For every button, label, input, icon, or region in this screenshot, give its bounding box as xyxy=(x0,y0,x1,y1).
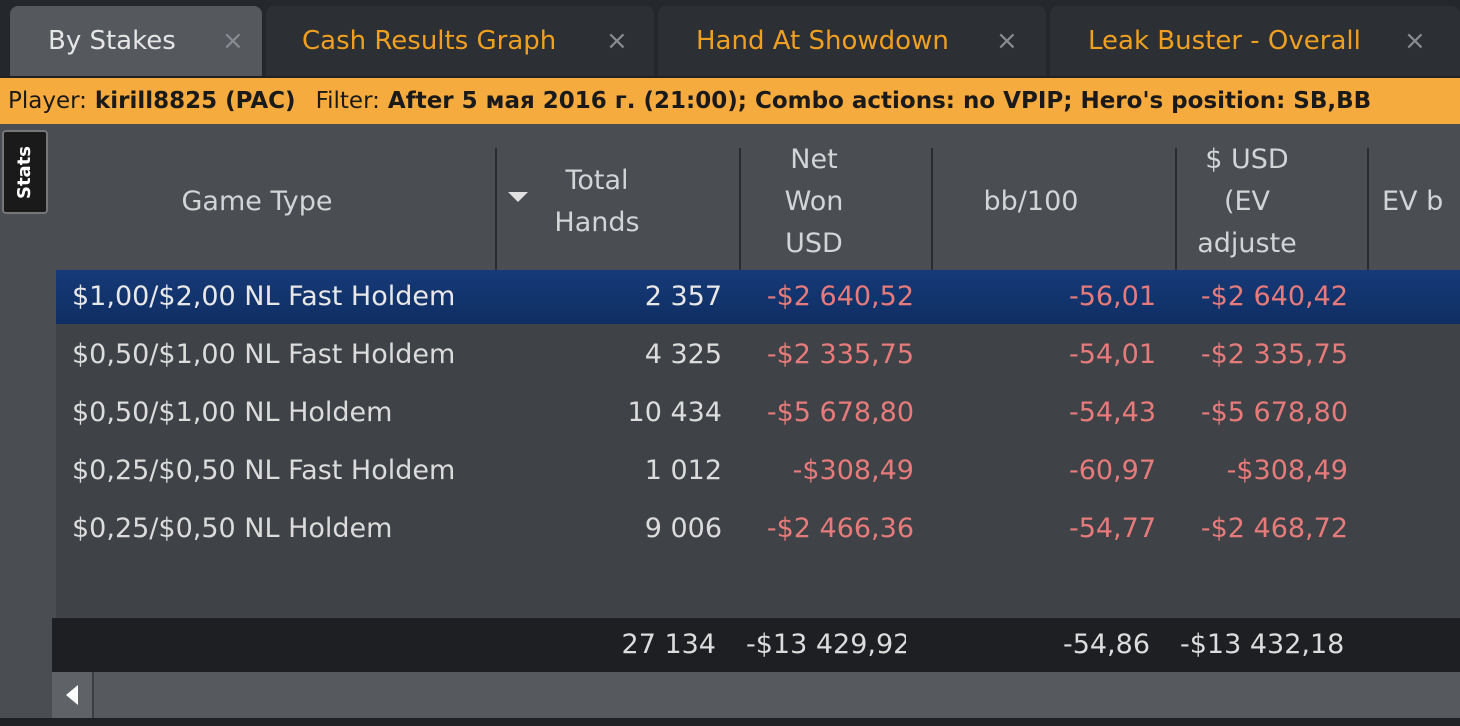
tab-label: By Stakes xyxy=(48,26,176,56)
column-header-game-type[interactable]: Game Type xyxy=(52,134,462,270)
cell-total-hands: 10 434 xyxy=(627,397,722,428)
table-row[interactable]: $1,00/$2,00 NL Fast Holdem 2 357 -$2 640… xyxy=(56,270,1460,324)
column-header-bb100[interactable]: bb/100 xyxy=(934,134,1128,270)
total-ev-adjusted: -$13 432,18 xyxy=(1180,629,1344,660)
cell-bb100: -54,77 xyxy=(1068,513,1156,544)
cell-game-type: $0,50/$1,00 NL Holdem xyxy=(72,397,393,428)
column-header-ev-bb[interactable]: EV b xyxy=(1382,134,1460,270)
column-header-net-won[interactable]: Net Won USD xyxy=(742,134,886,270)
table-row[interactable]: $0,25/$0,50 NL Fast Holdem 1 012 -$308,4… xyxy=(56,444,1460,498)
cell-bb100: -54,43 xyxy=(1068,397,1156,428)
column-header-total-hands[interactable]: Total Hands xyxy=(522,134,672,270)
tab-label: Hand At Showdown xyxy=(696,26,949,56)
totals-row: 27 134 -$13 429,92 -54,86 -$13 432,18 xyxy=(52,618,1460,672)
cell-total-hands: 4 325 xyxy=(644,339,722,370)
tab-hand-at-showdown[interactable]: Hand At Showdown × xyxy=(658,6,1046,76)
column-divider[interactable] xyxy=(739,148,741,270)
column-divider[interactable] xyxy=(1367,148,1369,270)
side-tab-label: Stats xyxy=(14,145,36,199)
tab-leak-buster-overall[interactable]: Leak Buster - Overall × xyxy=(1050,6,1460,76)
cell-game-type: $0,50/$1,00 NL Fast Holdem xyxy=(72,339,456,370)
close-icon[interactable]: × xyxy=(606,26,628,56)
table-row[interactable]: $0,25/$0,50 NL Holdem 9 006 -$2 466,36 -… xyxy=(56,502,1460,556)
cell-net-won: -$308,49 xyxy=(792,455,914,486)
column-divider[interactable] xyxy=(1175,148,1177,270)
cell-bb100: -56,01 xyxy=(1068,281,1156,312)
cell-total-hands: 9 006 xyxy=(644,513,722,544)
cell-net-won: -$2 466,36 xyxy=(766,513,914,544)
stats-panel: Stats Game Type Total Hands Net Won USD … xyxy=(0,124,1460,726)
column-header-label: bb/100 xyxy=(983,186,1079,217)
cell-net-won: -$5 678,80 xyxy=(766,397,914,428)
cell-game-type: $1,00/$2,00 NL Fast Holdem xyxy=(72,281,456,312)
player-value: kirill8825 (PAC) xyxy=(94,88,296,114)
scroll-left-button[interactable] xyxy=(52,672,94,718)
total-hands: 27 134 xyxy=(621,629,716,660)
cell-ev-adjusted: -$5 678,80 xyxy=(1200,397,1348,428)
tab-label: Leak Buster - Overall xyxy=(1088,26,1361,56)
column-divider[interactable] xyxy=(931,148,933,270)
dropdown-arrow-icon[interactable] xyxy=(508,192,528,202)
column-header-label: Total Hands xyxy=(554,165,640,238)
cell-bb100: -60,97 xyxy=(1068,455,1156,486)
cell-net-won: -$2 335,75 xyxy=(766,339,914,370)
cell-ev-adjusted: -$2 335,75 xyxy=(1200,339,1348,370)
cell-bb100: -54,01 xyxy=(1068,339,1156,370)
arrow-left-icon xyxy=(66,685,78,705)
filter-bar[interactable]: Player: kirill8825 (PAC) Filter: After 5… xyxy=(0,78,1460,124)
column-header-label: Game Type xyxy=(181,186,333,217)
side-tab-stats[interactable]: Stats xyxy=(2,130,48,214)
tab-bar: By Stakes × Cash Results Graph × Hand At… xyxy=(0,0,1460,76)
cell-ev-adjusted: -$2 468,72 xyxy=(1200,513,1348,544)
total-bb100: -54,86 xyxy=(1062,629,1150,660)
horizontal-scrollbar[interactable] xyxy=(52,672,1460,718)
table-row[interactable]: $0,50/$1,00 NL Holdem 10 434 -$5 678,80 … xyxy=(56,386,1460,440)
cell-ev-adjusted: -$2 640,42 xyxy=(1200,281,1348,312)
table-header: Game Type Total Hands Net Won USD bb/100… xyxy=(52,134,1460,270)
close-icon[interactable]: × xyxy=(1404,26,1426,56)
cell-net-won: -$2 640,52 xyxy=(766,281,914,312)
cell-game-type: $0,25/$0,50 NL Fast Holdem xyxy=(72,455,456,486)
tab-cash-results-graph[interactable]: Cash Results Graph × xyxy=(266,6,654,76)
table-row[interactable]: $0,50/$1,00 NL Fast Holdem 4 325 -$2 335… xyxy=(56,328,1460,382)
close-icon[interactable]: × xyxy=(222,26,244,56)
column-header-label: EV b xyxy=(1382,186,1444,217)
column-header-ev-adjusted[interactable]: $ USD (EV adjuste xyxy=(1178,134,1316,270)
bottom-border xyxy=(0,718,1460,726)
stakes-table: $1,00/$2,00 NL Fast Holdem 2 357 -$2 640… xyxy=(56,270,1460,618)
filter-value: After 5 мая 2016 г. (21:00); Combo actio… xyxy=(387,88,1372,114)
tab-label: Cash Results Graph xyxy=(302,26,557,56)
column-divider[interactable] xyxy=(495,148,497,270)
tab-by-stakes[interactable]: By Stakes × xyxy=(10,6,262,76)
close-icon[interactable]: × xyxy=(996,26,1018,56)
column-header-label: Net Won USD xyxy=(784,144,844,259)
cell-total-hands: 1 012 xyxy=(644,455,722,486)
filter-label: Filter: xyxy=(315,88,380,114)
total-net-won: -$13 429,92 xyxy=(746,629,906,660)
cell-total-hands: 2 357 xyxy=(644,281,722,312)
cell-game-type: $0,25/$0,50 NL Holdem xyxy=(72,513,393,544)
player-label: Player: xyxy=(8,88,87,114)
column-header-label: $ USD (EV adjuste xyxy=(1197,144,1297,259)
cell-ev-adjusted: -$308,49 xyxy=(1226,455,1348,486)
